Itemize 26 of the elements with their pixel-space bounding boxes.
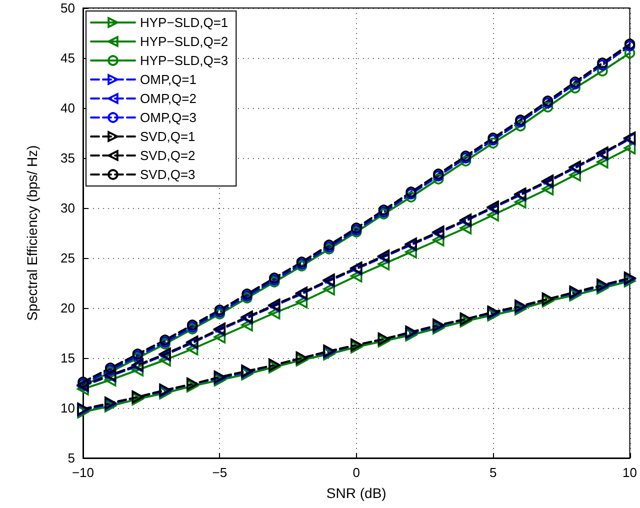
y-tick-label: 20 xyxy=(60,300,75,316)
y-tick-label: 40 xyxy=(60,100,75,116)
y-tick-label: 5 xyxy=(68,450,75,466)
y-tick-label: 50 xyxy=(60,0,75,16)
x-tick-label: −5 xyxy=(212,465,228,480)
legend-label: OMP,Q=1 xyxy=(140,72,196,87)
legend-label: SVD,Q=2 xyxy=(140,148,196,163)
legend-label: HYP−SLD,Q=3 xyxy=(140,53,228,68)
y-tick-label: 45 xyxy=(60,50,75,66)
legend-label: HYP−SLD,Q=2 xyxy=(140,34,228,49)
legend-label: OMP,Q=3 xyxy=(140,110,196,125)
y-tick-label: 10 xyxy=(60,400,75,416)
x-tick-label: 0 xyxy=(352,465,360,480)
y-tick-label: 35 xyxy=(60,150,75,166)
legend-label: SVD,Q=3 xyxy=(140,167,196,182)
legend-label: SVD,Q=1 xyxy=(140,129,196,144)
y-tick-label: 30 xyxy=(60,200,75,216)
x-tick-label: 5 xyxy=(489,465,497,480)
legend-label: HYP−SLD,Q=1 xyxy=(140,15,228,30)
x-axis-title: SNR (dB) xyxy=(326,485,386,501)
y-tick-label: 15 xyxy=(60,350,75,366)
x-tick-label: −10 xyxy=(72,465,94,480)
y-axis-title: Spectral Efficiency (bps/ Hz) xyxy=(24,145,40,321)
legend-label: OMP,Q=2 xyxy=(140,91,196,106)
x-tick-label: 10 xyxy=(622,465,638,480)
y-tick-label: 25 xyxy=(60,250,75,266)
